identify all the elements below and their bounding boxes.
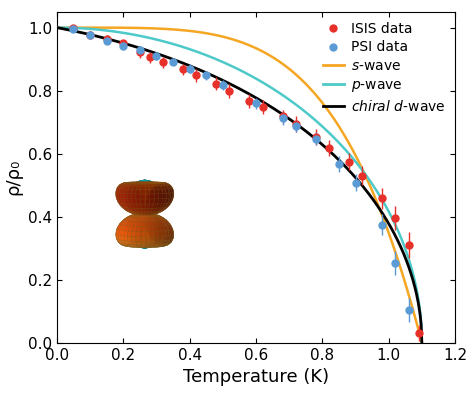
Y-axis label: ρ/ρ₀: ρ/ρ₀ xyxy=(4,159,22,195)
X-axis label: Temperature (K): Temperature (K) xyxy=(183,368,329,386)
Legend: ISIS data, PSI data, $s$-wave, $p$-wave, $\mathit{chiral}\ d$-wave: ISIS data, PSI data, $s$-wave, $p$-wave,… xyxy=(320,19,448,117)
